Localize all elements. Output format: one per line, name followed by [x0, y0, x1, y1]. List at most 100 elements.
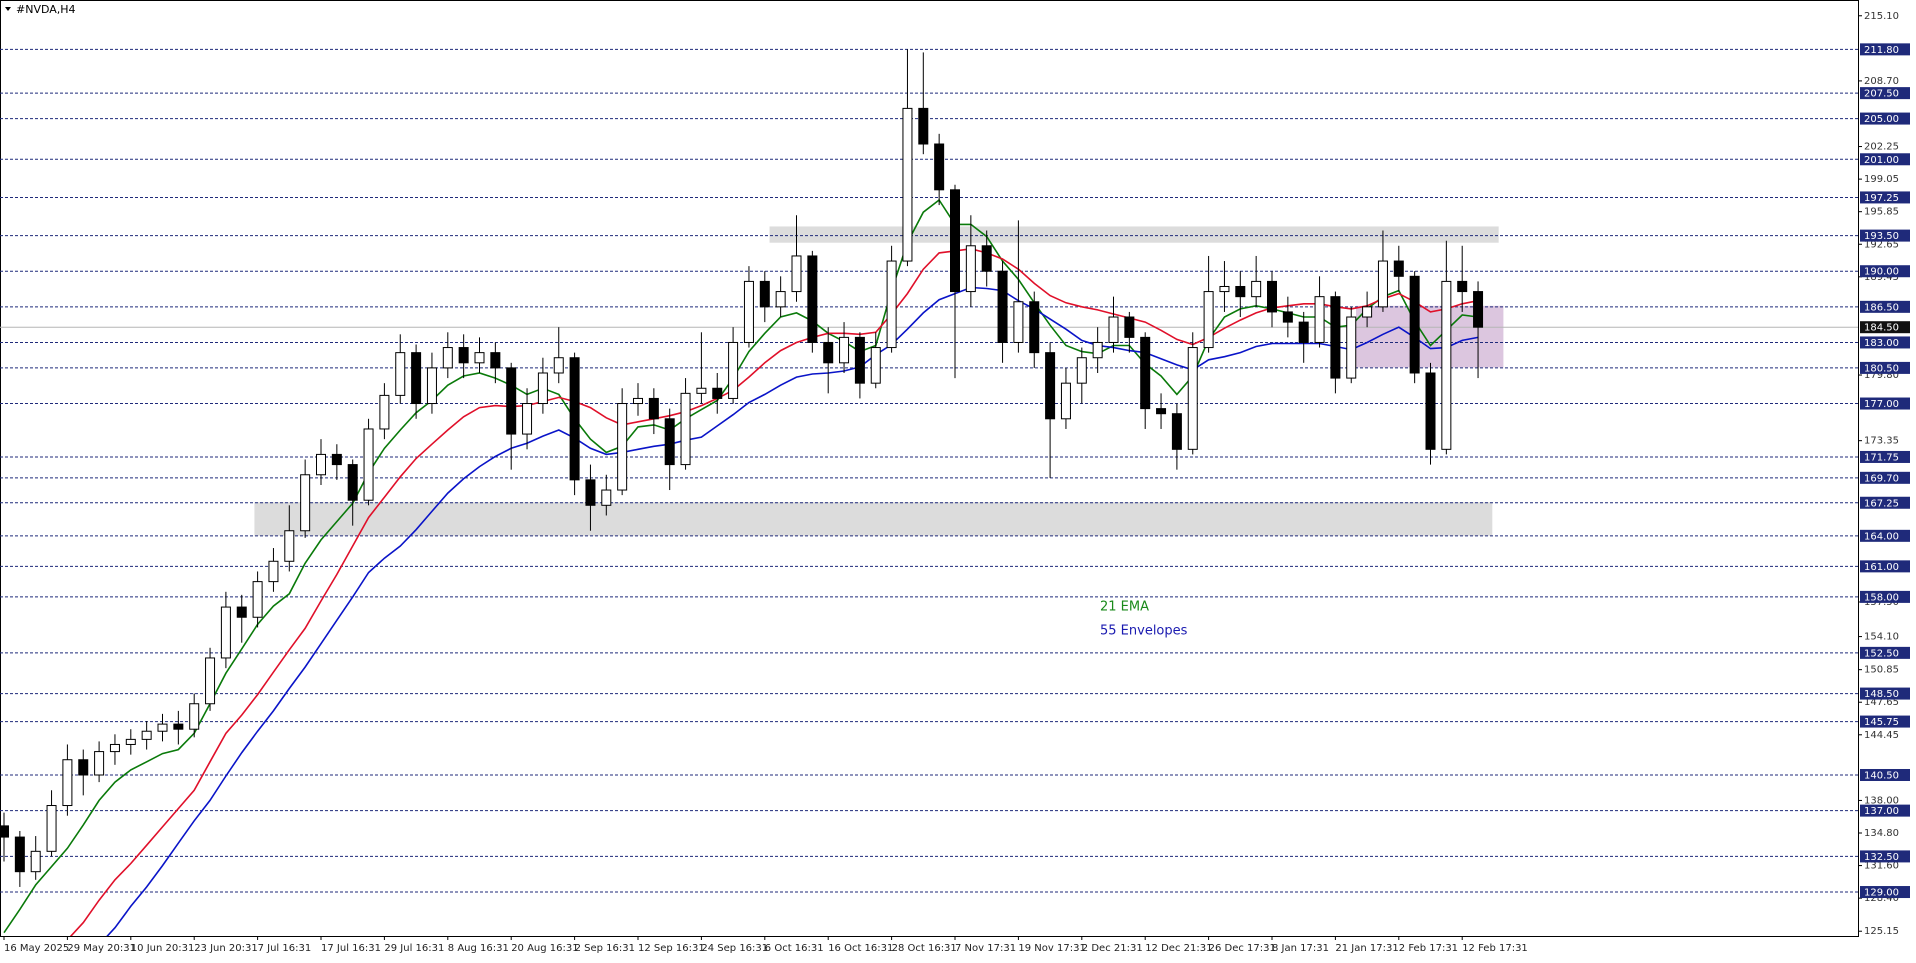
candle-body — [1393, 260, 1404, 277]
level-label: 190.00 — [1864, 267, 1899, 278]
candle-body — [395, 352, 406, 396]
level-label: 205.00 — [1864, 114, 1899, 125]
x-tick-label: 2 Sep 16:31 — [575, 943, 635, 954]
level-label: 167.25 — [1864, 498, 1899, 509]
y-tick-label: 215.10 — [1864, 11, 1899, 22]
x-tick-label: 8 Aug 16:31 — [448, 943, 509, 954]
x-tick-label: 7 Nov 17:31 — [955, 943, 1016, 954]
y-tick-label: 150.85 — [1864, 665, 1899, 676]
x-tick-label: 8 Jan 17:31 — [1272, 943, 1329, 954]
candle-body — [1029, 301, 1040, 354]
candle-body — [743, 280, 754, 343]
indicator-line — [106, 286, 1479, 936]
level-label: 140.50 — [1864, 770, 1899, 781]
menu-arrow[interactable] — [5, 7, 11, 11]
candle-body — [1409, 275, 1420, 374]
candle-body — [1203, 291, 1214, 349]
indicator-line — [69, 247, 1479, 936]
candle-body — [268, 560, 279, 583]
level-label-bg — [1860, 43, 1910, 56]
candle-body — [886, 260, 897, 349]
candle-body — [141, 730, 152, 740]
candle-body — [173, 723, 184, 730]
level-label-bg — [1860, 450, 1910, 463]
level-label: 164.00 — [1864, 531, 1899, 542]
candle-body — [791, 255, 802, 293]
candle-body — [664, 418, 675, 466]
plot-frame — [0, 0, 1859, 937]
level-label-bg — [1860, 321, 1910, 334]
y-tick-label: 131.60 — [1864, 861, 1899, 872]
candle-body — [696, 387, 707, 394]
level-label-bg — [1860, 850, 1910, 863]
candle-body — [442, 347, 453, 369]
x-tick-label: 12 Sep 16:31 — [638, 943, 705, 954]
candle-body — [331, 453, 342, 466]
candle-body — [1092, 341, 1103, 359]
level-label-bg — [1860, 300, 1910, 313]
candle-body — [1298, 321, 1309, 343]
y-tick-label: 125.15 — [1864, 926, 1899, 937]
candle-body — [997, 270, 1008, 343]
candle-body — [918, 107, 929, 145]
x-tick-label: 10 Jun 20:31 — [131, 943, 195, 954]
candle-body — [347, 464, 358, 501]
candle-body — [1140, 336, 1151, 410]
y-tick-label: 147.65 — [1864, 697, 1899, 708]
y-tick-label: 208.70 — [1864, 76, 1899, 87]
candle-body — [839, 336, 850, 364]
candle-body — [902, 107, 913, 262]
candle-body — [585, 479, 596, 506]
level-label: 184.50 — [1864, 323, 1899, 334]
y-tick-label: 195.85 — [1864, 207, 1899, 218]
x-tick-label: 2 Feb 17:31 — [1399, 943, 1458, 954]
candle-body — [1473, 291, 1484, 328]
y-tick-label: 192.65 — [1864, 239, 1899, 250]
candle-body — [363, 428, 374, 501]
candle-body — [934, 143, 945, 191]
candle-body — [633, 397, 643, 405]
levels — [0, 48, 1858, 893]
candle-body — [648, 397, 659, 420]
level-label: 193.50 — [1864, 231, 1899, 242]
candle-body — [1219, 285, 1230, 293]
zone — [769, 226, 1499, 243]
y-tick-label: 128.40 — [1864, 893, 1899, 904]
level-label: 183.00 — [1864, 338, 1899, 349]
candle-body — [759, 280, 770, 308]
level-label: 207.50 — [1864, 89, 1899, 100]
x-tick-label: 21 Jan 17:31 — [1335, 943, 1398, 954]
candle-body — [1076, 357, 1087, 384]
candle-body — [1457, 280, 1468, 293]
candle-body — [426, 367, 437, 405]
candle-body — [854, 336, 865, 384]
x-tick-label: 28 Oct 16:31 — [892, 943, 957, 954]
x-tick-label: 12 Dec 21:31 — [1145, 943, 1212, 954]
x-tick-label: 20 Aug 16:31 — [511, 943, 578, 954]
candle-body — [0, 825, 9, 838]
level-label-bg — [1860, 265, 1910, 278]
candle-body — [712, 387, 723, 399]
x-tick-label: 16 Oct 16:31 — [828, 943, 893, 954]
candle-body — [78, 759, 89, 776]
x-tick-label: 7 Jul 16:31 — [258, 943, 312, 954]
axes: 215.10 208.70 202.25 199.05 195.85 192.65 189.… — [3, 11, 1910, 954]
annotation: 21 EMA — [1100, 600, 1149, 615]
candle-body — [537, 372, 548, 405]
level-label: 152.50 — [1864, 648, 1899, 659]
candles — [0, 49, 1484, 887]
candle-body — [236, 606, 247, 618]
candle-body — [1330, 296, 1341, 379]
candle-body — [284, 530, 295, 562]
x-tick-label: 12 Feb 17:31 — [1462, 943, 1528, 954]
candle-body — [1251, 280, 1262, 298]
candle-body — [189, 703, 200, 730]
candle-body — [1124, 316, 1135, 338]
candle-body — [1314, 296, 1325, 343]
candle-body — [157, 723, 168, 732]
candle-body — [1346, 316, 1357, 379]
level-label: 129.00 — [1864, 888, 1899, 899]
level-label-bg — [1860, 529, 1910, 542]
x-tick-label: 29 May 20:31 — [67, 943, 136, 954]
level-label-bg — [1860, 191, 1910, 204]
